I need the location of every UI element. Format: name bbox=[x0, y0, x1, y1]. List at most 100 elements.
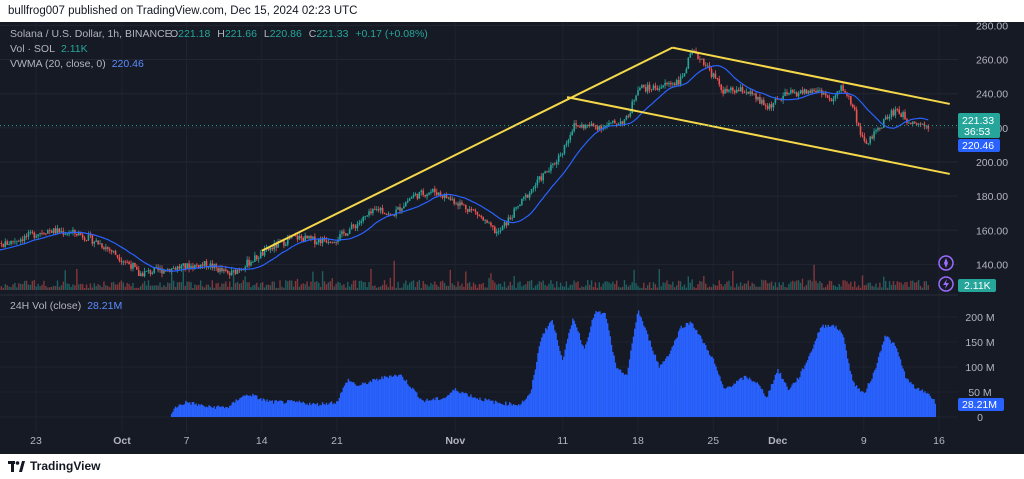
subpanel-bar bbox=[631, 343, 633, 417]
subpanel-bar bbox=[342, 387, 344, 417]
subpanel-bar bbox=[405, 379, 408, 417]
subpanel-bar bbox=[421, 399, 423, 417]
plus-alert-icon[interactable] bbox=[938, 255, 954, 271]
volume-bar bbox=[619, 287, 622, 290]
candle-body bbox=[246, 259, 248, 268]
volume-bar bbox=[612, 281, 614, 290]
subpanel-bar bbox=[578, 333, 581, 417]
candle-body bbox=[79, 232, 82, 235]
volume-bar bbox=[140, 285, 142, 290]
candle-body bbox=[83, 237, 86, 241]
trendline-upper-falling[interactable] bbox=[672, 46, 950, 105]
subpanel-bar bbox=[850, 374, 853, 417]
candle-body bbox=[306, 235, 308, 239]
volume-bar bbox=[786, 287, 788, 290]
candle-body bbox=[345, 233, 347, 236]
candle-body bbox=[107, 247, 109, 249]
volume-bar bbox=[414, 287, 417, 290]
subpanel-bar bbox=[881, 344, 884, 417]
subpanel-bar bbox=[766, 396, 769, 417]
subpanel-bar bbox=[432, 398, 435, 417]
candle-body bbox=[497, 231, 500, 233]
volume-bar bbox=[244, 276, 246, 290]
candle-body bbox=[555, 161, 558, 165]
volume-bar bbox=[646, 285, 649, 290]
volume-bar bbox=[294, 280, 297, 290]
volume-bar bbox=[875, 283, 877, 290]
candle-body bbox=[310, 236, 312, 239]
subpanel-bar bbox=[810, 351, 813, 417]
subpanel-bar bbox=[695, 329, 698, 417]
price-chart[interactable]: 140.00160.00180.00200.00220.00240.00260.… bbox=[0, 20, 1024, 454]
subpanel-bar bbox=[347, 378, 350, 417]
volume-bar bbox=[753, 283, 755, 290]
candle-body bbox=[103, 247, 105, 250]
subpanel-bar bbox=[853, 382, 855, 417]
subpanel-bar bbox=[511, 405, 513, 417]
volume-bar bbox=[422, 280, 424, 290]
subpanel-bar bbox=[588, 332, 591, 417]
candle-body bbox=[894, 109, 897, 116]
candle-body bbox=[722, 89, 724, 94]
candle-body bbox=[149, 270, 152, 274]
subpanel-bar bbox=[699, 335, 702, 417]
trendline-lower-channel[interactable] bbox=[566, 96, 950, 175]
subpanel-bar bbox=[358, 385, 360, 417]
subpanel-bar bbox=[351, 382, 353, 417]
candle-body bbox=[728, 90, 730, 92]
subpanel-bar bbox=[395, 375, 397, 417]
subpanel-bar bbox=[814, 340, 817, 417]
candle-body bbox=[99, 243, 101, 245]
candle-body bbox=[315, 242, 318, 245]
candle-body bbox=[110, 250, 113, 252]
candle-body bbox=[830, 99, 833, 102]
volume-bar bbox=[790, 281, 792, 290]
subpanel-bar bbox=[214, 408, 217, 417]
candle-body bbox=[337, 240, 339, 243]
volume-bar bbox=[300, 284, 303, 290]
candle-body bbox=[426, 194, 428, 197]
subpanel-bar bbox=[302, 401, 304, 417]
volume-bar bbox=[888, 281, 891, 290]
candle-body bbox=[801, 90, 804, 94]
volume-bar bbox=[101, 287, 103, 290]
lightning-icon[interactable] bbox=[938, 276, 954, 292]
subpanel-bar bbox=[548, 322, 551, 417]
candle-body bbox=[375, 209, 378, 211]
subpanel-bar bbox=[626, 374, 628, 417]
volume-bar bbox=[157, 285, 159, 290]
subpanel-bar bbox=[536, 361, 538, 417]
subpanel-bar bbox=[195, 403, 197, 417]
volume-bar bbox=[163, 285, 165, 290]
subpanel-bar bbox=[823, 327, 826, 417]
subpanel-bar bbox=[248, 395, 250, 417]
candle-body bbox=[844, 90, 846, 93]
subpanel-bar bbox=[373, 378, 375, 417]
subpanel-bar bbox=[741, 377, 743, 417]
trendline-upper-rising[interactable] bbox=[261, 46, 673, 252]
candle-body bbox=[668, 82, 670, 85]
subpanel-bar bbox=[684, 327, 686, 417]
candle-body bbox=[851, 104, 854, 108]
candle-body bbox=[726, 88, 728, 92]
candle-body bbox=[548, 170, 550, 173]
chart-area[interactable]: 140.00160.00180.00200.00220.00240.00260.… bbox=[0, 20, 1024, 454]
candle-body bbox=[341, 231, 343, 235]
candle-body bbox=[871, 136, 873, 139]
volume-bar bbox=[405, 280, 407, 290]
candle-body bbox=[141, 273, 144, 277]
subpanel-bar bbox=[818, 332, 820, 417]
candle-body bbox=[226, 270, 229, 273]
subpanel-bar bbox=[609, 336, 611, 417]
volume-bar bbox=[387, 287, 390, 290]
candle-body bbox=[743, 92, 746, 94]
candle-body bbox=[325, 240, 328, 243]
subpanel-bar bbox=[551, 320, 553, 417]
candle-body bbox=[197, 265, 200, 269]
volume-bar bbox=[716, 285, 719, 290]
candle-body bbox=[8, 244, 10, 245]
volume-bar bbox=[513, 276, 515, 290]
subpanel-bar bbox=[630, 350, 632, 417]
candle-body bbox=[43, 233, 45, 235]
tradingview-logo[interactable]: TradingView bbox=[8, 459, 100, 473]
